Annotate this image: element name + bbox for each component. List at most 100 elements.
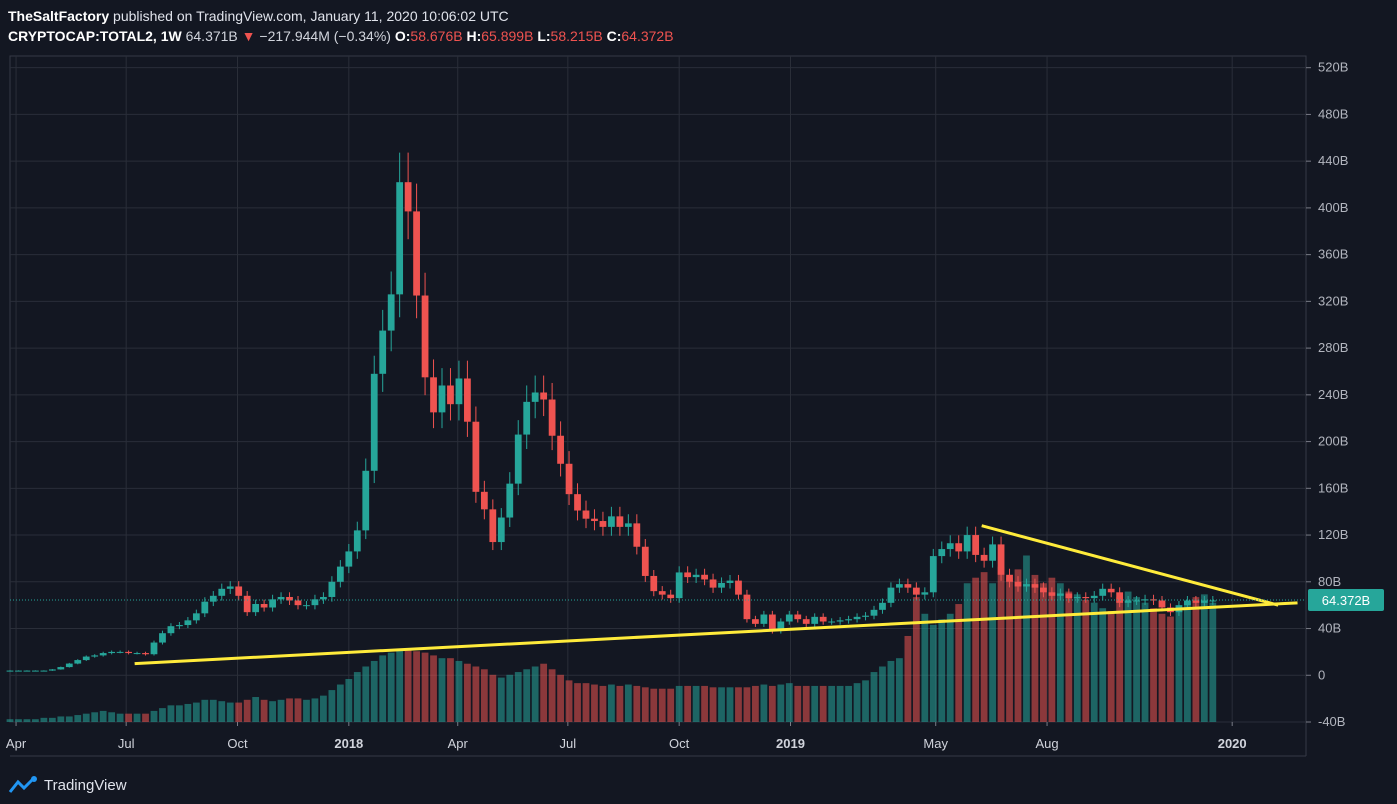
- candle-body: [32, 670, 39, 672]
- volume-bar: [353, 672, 361, 722]
- volume-bar: [150, 710, 158, 722]
- tradingview-logo-icon: [8, 776, 37, 793]
- candle-body: [1124, 600, 1132, 603]
- volume-bar: [1082, 599, 1090, 722]
- y-tick-label: -40B: [1318, 714, 1345, 729]
- volume-bar: [616, 685, 624, 722]
- volume-bar: [768, 685, 776, 722]
- volume-bar: [57, 716, 65, 722]
- y-tick-label: 480B: [1318, 106, 1348, 121]
- chart-header: TheSaltFactory published on TradingView.…: [8, 6, 674, 46]
- candle-body: [201, 601, 209, 614]
- volume-bar: [1023, 555, 1030, 722]
- volume-bar: [980, 572, 988, 722]
- candle-body: [938, 549, 946, 557]
- volume-bar: [743, 687, 751, 722]
- volume-bar: [167, 705, 175, 722]
- volume-bar: [430, 655, 437, 722]
- candle-body: [167, 626, 175, 634]
- candle-body: [845, 619, 852, 621]
- volume-bar: [946, 613, 954, 722]
- volume-bar: [1150, 608, 1157, 722]
- candle-body: [692, 574, 700, 578]
- volume-bar: [192, 702, 200, 722]
- candle-body: [531, 392, 539, 402]
- volume-bar: [252, 697, 260, 722]
- volume-bar: [853, 683, 861, 722]
- candle-body: [1099, 588, 1107, 596]
- down-arrow-icon: ▼: [241, 28, 256, 44]
- volume-bar: [497, 677, 505, 722]
- y-tick-label: 440B: [1318, 153, 1348, 168]
- volume-bar: [218, 701, 226, 722]
- candle-body: [1116, 592, 1124, 603]
- footer-brand[interactable]: TradingView: [8, 776, 127, 794]
- volume-bar: [912, 597, 920, 722]
- y-tick-label: 520B: [1318, 60, 1348, 75]
- y-tick-label: 160B: [1318, 480, 1348, 495]
- volume-bar: [303, 699, 310, 722]
- volume-bar: [862, 680, 869, 722]
- x-tick-label: Jul: [118, 736, 135, 751]
- candle-body: [989, 544, 996, 561]
- volume-bar: [6, 719, 14, 722]
- candle-body: [658, 591, 666, 595]
- volume-bar: [726, 687, 734, 722]
- candle-body: [955, 543, 963, 552]
- author-name[interactable]: TheSaltFactory: [8, 8, 110, 24]
- volume-bar: [1031, 574, 1039, 722]
- candle-body: [379, 330, 387, 374]
- candle-body: [15, 670, 22, 672]
- candle-body: [624, 523, 632, 527]
- candle-body: [1158, 600, 1166, 608]
- volume-bar: [447, 658, 454, 722]
- candle-body: [862, 615, 869, 617]
- candle-body: [904, 584, 912, 588]
- candle-body: [963, 535, 971, 552]
- brand-name: TradingView: [44, 776, 127, 794]
- volume-bar: [40, 717, 48, 722]
- volume-bar: [692, 685, 700, 722]
- volume-bar: [523, 669, 531, 722]
- candle-body: [1184, 600, 1191, 606]
- volume-bar: [1099, 608, 1107, 722]
- change-value: −217.944M (−0.34%): [259, 28, 391, 44]
- candle-body: [819, 616, 827, 622]
- volume-bar: [531, 666, 539, 722]
- volume-bar: [904, 635, 912, 722]
- close-value: 64.372B: [621, 28, 674, 44]
- volume-bar: [582, 683, 590, 722]
- candle-body: [506, 483, 514, 518]
- volume-bar: [599, 685, 607, 722]
- volume-bar: [32, 719, 39, 722]
- candle-body: [464, 378, 471, 422]
- volume-bar: [370, 660, 378, 722]
- candle-body: [726, 580, 734, 583]
- volume-bar: [455, 660, 463, 722]
- candle-body: [142, 653, 149, 655]
- volume-bar: [870, 672, 878, 722]
- x-tick-label: May: [923, 736, 948, 751]
- volume-bar: [828, 685, 836, 722]
- candle-body: [150, 642, 158, 655]
- candle-body: [641, 546, 649, 576]
- candle-body: [6, 670, 14, 672]
- volume-bar: [641, 687, 649, 722]
- candle-body: [1065, 593, 1073, 599]
- candle-body: [709, 579, 717, 588]
- candle-body: [294, 600, 302, 606]
- x-tick-label: 2018: [334, 736, 363, 751]
- volume-bar: [887, 660, 895, 722]
- volume-bar: [277, 699, 285, 722]
- candle-body: [269, 599, 276, 608]
- volume-bar: [684, 685, 692, 722]
- candle-body: [176, 625, 183, 627]
- volume-bar: [540, 663, 548, 722]
- symbol-name[interactable]: CRYPTOCAP:TOTAL2, 1W: [8, 28, 182, 44]
- candle-body: [48, 669, 56, 671]
- volume-bar: [226, 702, 234, 722]
- candle-body: [760, 614, 768, 624]
- candle-body: [303, 605, 310, 607]
- candle-body: [455, 378, 463, 405]
